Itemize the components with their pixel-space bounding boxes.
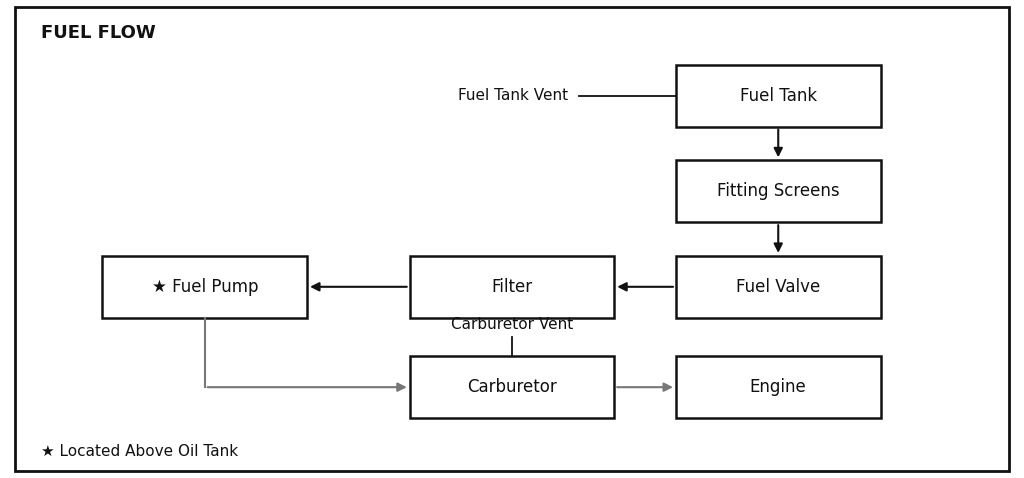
Text: Fitting Screens: Fitting Screens <box>717 182 840 200</box>
Text: Fuel Tank Vent: Fuel Tank Vent <box>458 88 568 103</box>
Bar <box>410 256 614 318</box>
Text: ★ Fuel Pump: ★ Fuel Pump <box>152 278 258 296</box>
Bar <box>676 356 881 418</box>
Text: Carburetor: Carburetor <box>467 378 557 396</box>
Text: Engine: Engine <box>750 378 807 396</box>
Bar <box>410 356 614 418</box>
Bar <box>676 65 881 127</box>
Bar <box>676 160 881 222</box>
Bar <box>102 256 307 318</box>
Text: Filter: Filter <box>492 278 532 296</box>
Bar <box>676 256 881 318</box>
Text: FUEL FLOW: FUEL FLOW <box>41 24 156 42</box>
Text: Fuel Valve: Fuel Valve <box>736 278 820 296</box>
Text: Fuel Tank: Fuel Tank <box>739 87 817 105</box>
Text: Carburetor Vent: Carburetor Vent <box>451 317 573 332</box>
Text: ★ Located Above Oil Tank: ★ Located Above Oil Tank <box>41 444 239 459</box>
